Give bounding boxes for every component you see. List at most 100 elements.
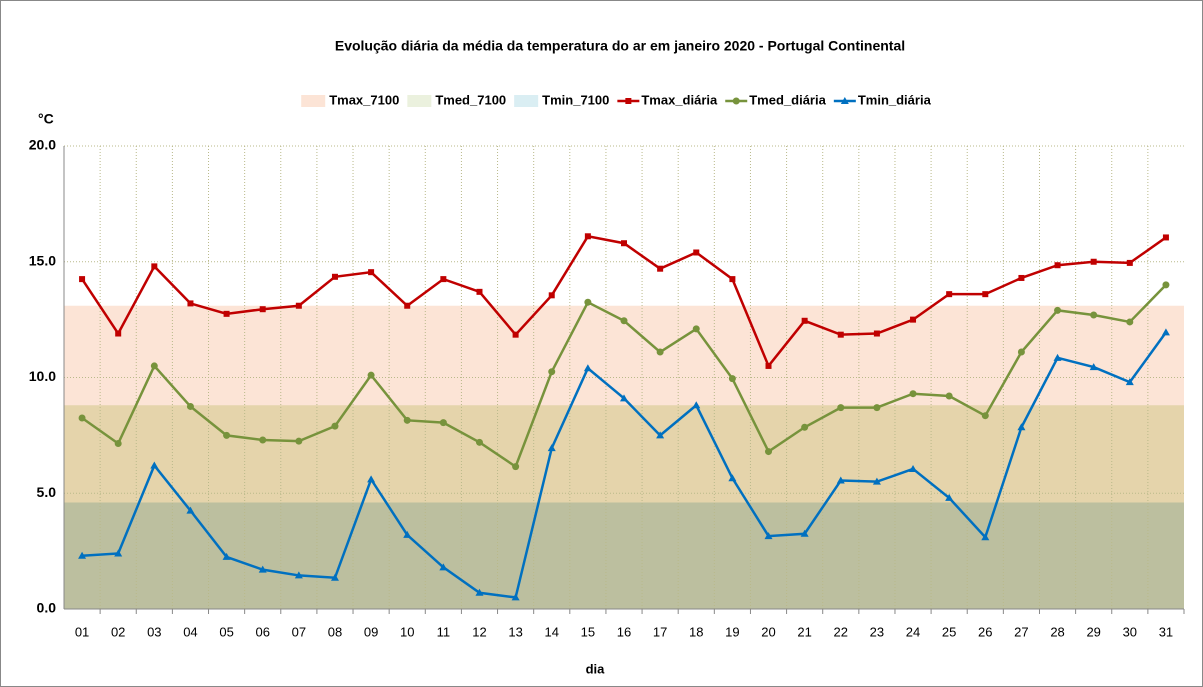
x-tick-label: 31: [1159, 624, 1173, 639]
y-tick-label: 0.0: [37, 600, 57, 616]
point: [330, 573, 339, 581]
point: [1018, 274, 1025, 281]
point: [115, 330, 122, 337]
point: [548, 368, 556, 376]
y-tick-label: 20.0: [29, 137, 56, 153]
legend-label: Tmax_diária: [641, 92, 718, 107]
point: [873, 404, 881, 412]
x-tick-label: 22: [834, 624, 848, 639]
point: [909, 464, 918, 472]
point: [367, 475, 376, 483]
point: [475, 438, 483, 446]
x-tick-label: 24: [906, 624, 920, 639]
x-tick-label: 09: [364, 624, 378, 639]
point: [150, 362, 158, 370]
point: [512, 331, 519, 338]
point: [114, 549, 123, 557]
point: [403, 416, 411, 424]
point: [1162, 234, 1169, 241]
point: [945, 493, 954, 501]
x-tick-label: 16: [617, 624, 631, 639]
point: [583, 364, 592, 372]
point: [439, 419, 447, 427]
point: [1161, 328, 1170, 336]
point: [475, 588, 484, 596]
point: [656, 348, 664, 356]
legend-label: Tmed_7100: [435, 92, 506, 107]
y-tick-label: 10.0: [29, 368, 56, 384]
point: [1017, 348, 1025, 356]
point: [367, 371, 375, 379]
point: [223, 310, 230, 317]
point: [295, 437, 303, 445]
x-tick-label: 15: [581, 624, 595, 639]
point: [1089, 363, 1098, 371]
x-tick-label: 08: [328, 624, 342, 639]
x-tick-label: 18: [689, 624, 703, 639]
point: [1054, 306, 1062, 314]
x-tick-label: 17: [653, 624, 667, 639]
point: [258, 565, 267, 573]
point: [78, 414, 86, 422]
point: [728, 375, 736, 383]
x-tick-label: 28: [1050, 624, 1064, 639]
point: [620, 317, 628, 325]
x-tick-label: 20: [761, 624, 775, 639]
x-tick-label: 04: [183, 624, 197, 639]
point: [945, 392, 953, 400]
legend-label: Tmed_diária: [749, 92, 826, 107]
point: [150, 461, 159, 469]
legend-label: Tmin_diária: [858, 92, 932, 107]
chart-title: Evolução diária da média da temperatura …: [335, 38, 905, 54]
point: [1125, 378, 1134, 386]
point: [259, 436, 267, 444]
x-tick-label: 14: [545, 624, 559, 639]
point: [836, 476, 845, 484]
x-tick-label: 02: [111, 624, 125, 639]
x-tick-label: 01: [75, 624, 89, 639]
point: [620, 394, 628, 402]
point: [981, 533, 990, 541]
x-tick-label: 26: [978, 624, 992, 639]
x-tick-label: 05: [219, 624, 233, 639]
point: [114, 439, 122, 447]
legend-label: Tmin_7100: [542, 92, 609, 107]
point: [512, 463, 520, 471]
x-tick-label: 06: [255, 624, 269, 639]
legend-label: Tmax_7100: [329, 92, 399, 107]
x-tick-label: 30: [1123, 624, 1137, 639]
y-tick-label: 15.0: [29, 252, 56, 268]
y-axis-label: °C: [38, 111, 54, 127]
x-tick-label: 07: [292, 624, 306, 639]
point: [186, 506, 195, 514]
point: [656, 431, 665, 439]
x-tick-label: 13: [508, 624, 522, 639]
point: [294, 571, 303, 579]
point: [765, 448, 773, 456]
x-axis-label: dia: [586, 661, 606, 676]
point: [368, 269, 375, 276]
point: [511, 593, 520, 601]
point: [1162, 281, 1170, 289]
x-tick-label: 27: [1014, 624, 1028, 639]
point: [78, 551, 87, 559]
legend-swatch: [407, 95, 432, 107]
point: [151, 263, 158, 270]
point: [801, 423, 809, 431]
point: [729, 276, 736, 283]
y-tick-label: 5.0: [37, 484, 57, 500]
point: [800, 529, 809, 537]
point: [259, 306, 266, 313]
point: [1090, 311, 1098, 319]
point: [692, 325, 700, 333]
point: [547, 444, 556, 452]
point: [403, 530, 412, 538]
x-tick-label: 21: [797, 624, 811, 639]
point: [837, 404, 845, 412]
point: [1126, 259, 1133, 266]
legend: Tmax_7100 Tmed_7100 Tmin_7100 Tmax_diária Tm…: [301, 92, 932, 107]
x-tick-label: 29: [1086, 624, 1100, 639]
x-tick-label: 25: [942, 624, 956, 639]
legend-swatch: [514, 95, 539, 107]
